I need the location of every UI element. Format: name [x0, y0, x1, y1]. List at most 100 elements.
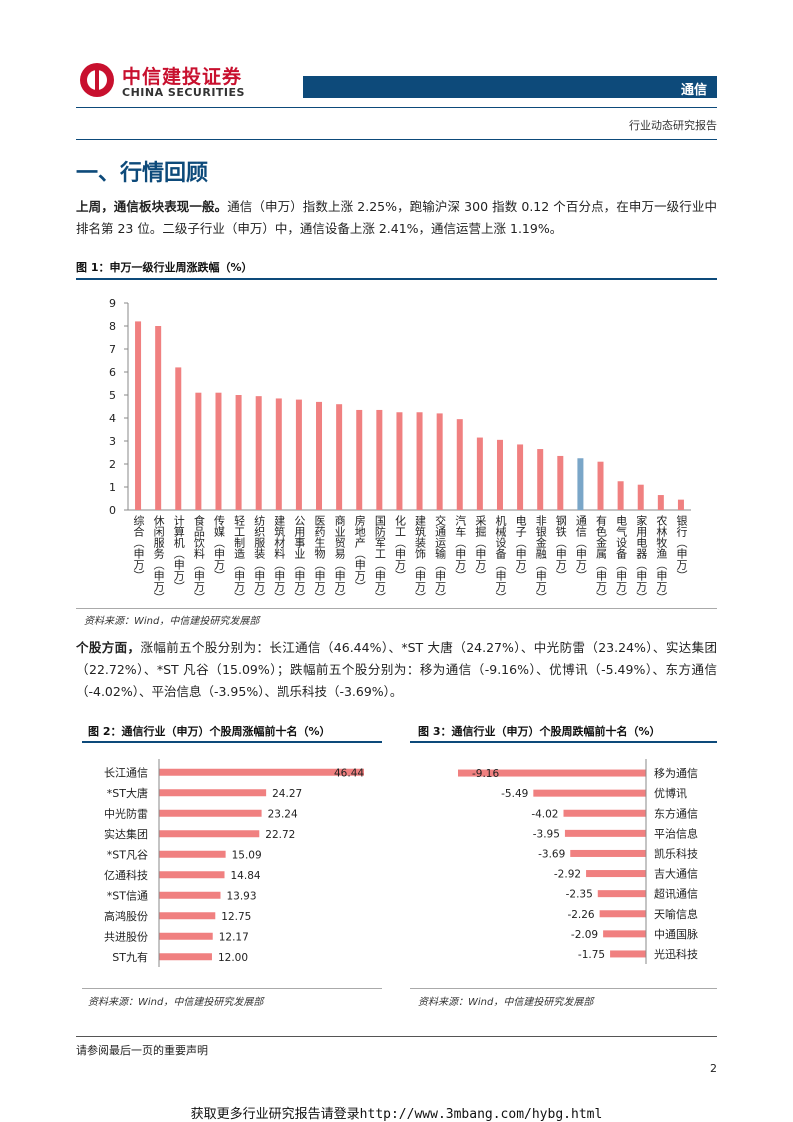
fig1-category-label: 机械设备（申万）	[493, 515, 507, 603]
logo-icon	[80, 63, 114, 97]
fig2-category-label: 共进股份	[104, 930, 148, 943]
fig2-category-label: 亿通科技	[104, 868, 148, 882]
fig3-value-label: -2.26	[567, 909, 594, 921]
fig3-category-label: 吉大通信	[654, 867, 698, 881]
fig2-title-rule	[82, 741, 382, 743]
fig1-bar	[155, 326, 162, 510]
fig1-y-tick: 9	[109, 297, 116, 310]
fig1-bar	[356, 409, 363, 510]
fig1-bar	[416, 412, 423, 510]
fig2-bar	[159, 932, 213, 940]
fig1-bars	[135, 321, 684, 510]
fig2-value-label: 12.00	[218, 952, 248, 964]
paragraph-lead: 上周，通信板块表现一般。	[76, 199, 228, 214]
fig1-category-label: 农林牧渔（申万）	[654, 515, 668, 603]
fig1-category-label: 银行（申万）	[674, 515, 688, 581]
brand-name-en: CHINA SECURITIES	[122, 86, 245, 99]
fig3-category-label: 天喻信息	[654, 907, 698, 921]
fig1-y-axis: 0 1 2 3 4 5 6 7 8 9	[109, 297, 691, 517]
category-label: 通信	[680, 83, 707, 98]
fig3-value-label: -2.35	[566, 889, 593, 901]
fig2-chart: 长江通信 46.44 *ST大唐 24.27 中光防雷 23.24 实达集团 22.72 *ST…	[104, 759, 364, 967]
fig1-category-label: 建筑装饰（申万）	[413, 515, 427, 603]
fig3-bar	[599, 910, 646, 918]
fig1-bar	[496, 439, 503, 510]
fig1-bar	[657, 495, 664, 510]
fig1-category-label: 传媒（申万）	[212, 515, 226, 581]
fig1-bar	[295, 399, 302, 510]
brand-name-cn: 中信建投证券	[122, 66, 243, 88]
fig1-bar	[215, 392, 222, 510]
fig1-bar	[396, 412, 403, 510]
footer-divider	[76, 1036, 717, 1037]
subheader-divider	[76, 139, 717, 140]
disclaimer-note: 请参阅最后一页的重要声明	[76, 1044, 208, 1057]
fig1-category-label: 通信（申万）	[574, 515, 588, 581]
section-title: 一、行情回顾	[76, 161, 209, 186]
fig2-category-label: *ST信通	[107, 889, 148, 902]
fig2-bar	[159, 871, 225, 879]
fig3-bar	[533, 789, 646, 797]
fig3-bottom-rule	[410, 988, 717, 989]
fig1-category-label: 计算机（申万）	[172, 515, 186, 592]
fig2-value-label: 13.93	[226, 890, 256, 902]
promo-link[interactable]: 获取更多行业研究报告请登录http://www.3mbang.com/hybg.…	[190, 1107, 603, 1122]
fig3-bar	[564, 829, 646, 837]
paragraph-text: 涨幅前五个股分别为：长江通信（46.44%）、*ST 大唐（24.27%）、中光…	[76, 640, 717, 699]
fig1-bar	[557, 455, 564, 510]
fig1-category-label: 综合（申万）	[132, 515, 146, 581]
fig2-category-label: 长江通信	[104, 766, 148, 779]
fig3-bar	[597, 890, 646, 898]
fig2-category-label: *ST凡谷	[107, 848, 148, 861]
fig1-category-label: 非银金融（申万）	[534, 515, 548, 603]
fig3-bar	[570, 849, 646, 857]
fig2-value-label: 23.24	[268, 808, 298, 820]
header-bar: 通信	[303, 76, 717, 98]
fig1-y-tick: 3	[109, 435, 116, 448]
fig1-bar	[275, 398, 282, 510]
fig3-bar	[603, 930, 646, 938]
fig3-value-label: -3.95	[533, 828, 560, 840]
fig1-bar	[436, 413, 443, 510]
fig1-category-label: 公用事业（申万）	[292, 515, 306, 603]
fig2-bottom-rule	[82, 988, 382, 989]
fig1-bar	[336, 404, 343, 510]
page-number: 2	[710, 1062, 717, 1075]
fig1-bottom-rule	[76, 608, 717, 609]
fig1-y-tick: 7	[109, 343, 116, 356]
fig1-source: 资料来源：Wind，中信建投研究发展部	[84, 616, 260, 627]
fig3-title-rule	[410, 741, 717, 743]
fig1-category-label: 采掘（申万）	[473, 515, 487, 581]
fig1-category-label: 国防军工（申万）	[373, 515, 387, 603]
fig1-bar	[597, 461, 604, 510]
fig3-category-label: 光迅科技	[654, 947, 698, 961]
fig3-category-label: 中通国脉	[654, 927, 698, 941]
fig1-category-label: 电气设备（申万）	[614, 515, 628, 603]
fig1-category-label: 纺织服装（申万）	[252, 515, 266, 603]
fig2-bar	[159, 912, 216, 920]
fig2-source: 资料来源：Wind，中信建投研究发展部	[88, 997, 264, 1008]
fig2-value-label: 22.72	[265, 829, 295, 841]
paragraph-market: 上周，通信板块表现一般。通信（申万）指数上涨 2.25%，跑输沪深 300 指数…	[76, 196, 717, 240]
fig1-y-tick: 5	[109, 389, 116, 402]
fig1-bar	[517, 444, 524, 510]
report-type: 行业动态研究报告	[629, 119, 717, 132]
fig3-category-label: 超讯通信	[654, 887, 698, 901]
fig1-bar	[135, 321, 142, 510]
fig1-category-label: 家用电器（申万）	[634, 515, 648, 603]
fig3-value-label: -1.75	[578, 949, 605, 961]
fig1-bar	[195, 392, 202, 510]
fig1-category-label: 休闲服务（申万）	[152, 515, 166, 603]
fig3-source: 资料来源：Wind，中信建投研究发展部	[418, 997, 594, 1008]
fig1-category-label: 商业贸易（申万）	[333, 515, 347, 603]
fig2-title: 图 2：通信行业（申万）个股周涨幅前十名（%）	[88, 725, 331, 738]
fig2-value-label: 12.17	[219, 931, 249, 943]
fig3-value-label: -4.02	[531, 808, 558, 820]
fig3-category-label: 优博讯	[654, 787, 687, 800]
fig2-value-label: 15.09	[232, 849, 262, 861]
fig2-bar	[159, 789, 267, 797]
fig1-y-tick: 8	[109, 320, 116, 333]
fig3-bar	[610, 950, 646, 958]
fig3-value-label: -9.16	[472, 768, 499, 780]
fig1-bar	[577, 458, 584, 510]
